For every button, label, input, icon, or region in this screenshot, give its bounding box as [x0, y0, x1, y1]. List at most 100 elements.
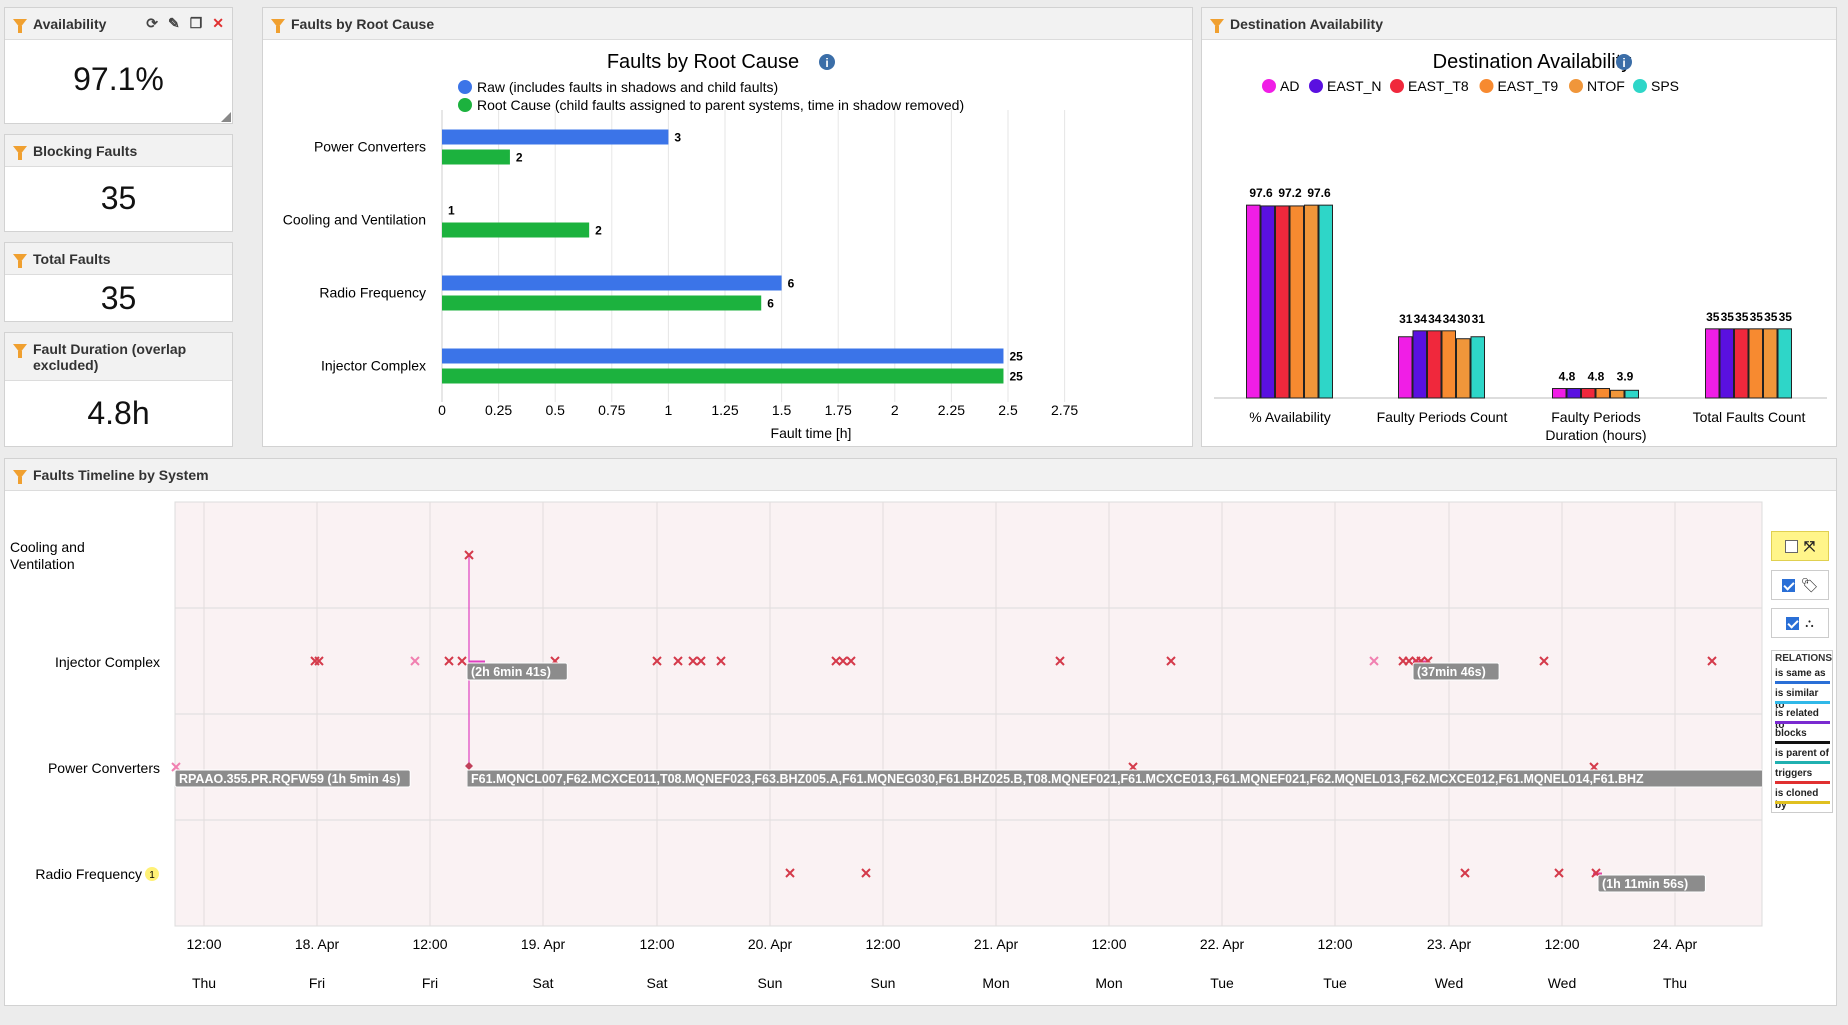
bar[interactable]: [1624, 389, 1639, 399]
relation-item[interactable]: is cloned by: [1775, 788, 1830, 811]
copy-icon[interactable]: ❐: [189, 15, 203, 31]
category-label: Radio Frequency: [319, 285, 426, 301]
legend-label[interactable]: EAST_N: [1327, 78, 1381, 94]
bar[interactable]: [442, 348, 1004, 364]
bar-value-label: 25: [1009, 370, 1023, 384]
bar-value-label: 35: [1750, 310, 1764, 324]
relation-item[interactable]: is related to: [1775, 708, 1830, 731]
info-icon-glyph: i: [825, 56, 828, 70]
bar[interactable]: [1719, 328, 1734, 399]
bar[interactable]: [442, 275, 782, 291]
bar-value-label: 31: [1472, 312, 1486, 326]
legend-marker: [458, 80, 472, 94]
category-label: Cooling and Ventilation: [283, 212, 426, 228]
bar-value-label: 3: [674, 131, 681, 145]
legend-marker: [1479, 79, 1494, 93]
bar-value-label: 34: [1428, 312, 1442, 326]
bar[interactable]: [1318, 204, 1333, 399]
bar[interactable]: [1734, 328, 1749, 399]
pencil-icon[interactable]: ✎: [167, 15, 180, 31]
faults-timeline-panel: Faults Timeline by System: [4, 458, 1837, 1006]
bar-value-label: 4.8: [1588, 370, 1605, 384]
bar[interactable]: [1412, 330, 1427, 399]
bar[interactable]: [442, 368, 1004, 384]
filter-icon[interactable]: [13, 344, 27, 358]
bar[interactable]: [1566, 388, 1581, 399]
expand-icon: ⤧: [1803, 537, 1816, 554]
fit-toggle-button[interactable]: ⤧: [1771, 531, 1829, 561]
legend-label[interactable]: AD: [1280, 78, 1299, 94]
bar[interactable]: [1456, 338, 1471, 399]
bar-value-label: 31: [1399, 312, 1413, 326]
relation-item[interactable]: is same as: [1775, 668, 1830, 688]
chart-title: Destination Availability: [1433, 51, 1632, 73]
hierarchy-checkbox[interactable]: [1786, 616, 1800, 630]
bar-value-label: 3.9: [1617, 370, 1634, 384]
availability-header: Availability ⟳ ✎ ❐ ✕: [5, 8, 232, 40]
legend-marker: [1569, 79, 1583, 93]
total-faults-header: Total Faults: [5, 243, 232, 275]
bar[interactable]: [442, 295, 762, 311]
legend-label[interactable]: NTOF: [1587, 78, 1625, 94]
blocking-faults-header: Blocking Faults: [5, 135, 232, 167]
filter-icon[interactable]: [13, 254, 27, 268]
filter-icon[interactable]: [13, 146, 27, 160]
faults-root-cause-header: Faults by Root Cause: [263, 8, 1192, 40]
bar[interactable]: [1260, 205, 1275, 399]
x-tick-label: 0.75: [598, 402, 625, 418]
faults-timeline-header-title: Faults Timeline by System: [33, 466, 209, 483]
legend-label[interactable]: EAST_T8: [1408, 78, 1469, 94]
bar[interactable]: [1304, 204, 1319, 399]
relation-item[interactable]: blocks: [1775, 728, 1830, 748]
faults-timeline-header: Faults Timeline by System: [5, 459, 1836, 491]
bar[interactable]: [1763, 328, 1778, 399]
relation-label: is same as: [1775, 668, 1826, 679]
bar[interactable]: [1398, 336, 1413, 399]
bar[interactable]: [1705, 328, 1720, 399]
total-faults-panel: Total Faults 35: [4, 242, 233, 322]
filter-icon[interactable]: [271, 19, 285, 33]
legend-label[interactable]: EAST_T9: [1498, 78, 1559, 94]
hierarchy-toggle-button[interactable]: ⛬: [1771, 608, 1829, 638]
bar[interactable]: [1748, 328, 1763, 399]
close-icon[interactable]: ✕: [212, 15, 224, 31]
category-label: Total Faults Count: [1693, 409, 1806, 425]
filter-icon[interactable]: [13, 470, 27, 484]
bar[interactable]: [1289, 205, 1304, 399]
bar[interactable]: [1552, 388, 1567, 399]
relation-item[interactable]: triggers: [1775, 768, 1830, 788]
bar[interactable]: [1470, 336, 1485, 399]
legend-label[interactable]: Root Cause (child faults assigned to par…: [477, 97, 964, 113]
destination-availability-header-title: Destination Availability: [1230, 15, 1383, 32]
bar[interactable]: [1427, 330, 1442, 399]
bar[interactable]: [1246, 204, 1261, 399]
fit-checkbox[interactable]: [1784, 539, 1798, 553]
bar[interactable]: [1595, 388, 1610, 399]
legend-label[interactable]: SPS: [1651, 78, 1679, 94]
resize-handle-icon[interactable]: [221, 112, 231, 122]
refresh-icon[interactable]: ⟳: [146, 15, 158, 31]
bar[interactable]: [1441, 330, 1456, 399]
bar[interactable]: [442, 129, 669, 145]
legend-label[interactable]: Raw (includes faults in shadows and chil…: [477, 79, 778, 95]
bar[interactable]: [1610, 389, 1625, 399]
category-label: Power Converters: [314, 139, 426, 155]
category-label: Injector Complex: [321, 358, 426, 374]
category-label: Faulty Periods: [1551, 409, 1640, 425]
relation-item[interactable]: is parent of: [1775, 748, 1830, 768]
relation-item[interactable]: is similar to: [1775, 688, 1830, 711]
filter-icon[interactable]: [13, 19, 27, 33]
relations-legend: RELATIONS is same as is similar to is rela…: [1771, 650, 1833, 813]
filter-icon[interactable]: [1210, 19, 1224, 33]
bar[interactable]: [1581, 388, 1596, 399]
bar-value-label: 30: [1457, 312, 1471, 326]
hierarchy-icon: ⛬: [1805, 615, 1814, 630]
bar[interactable]: [442, 149, 510, 165]
bar[interactable]: [1275, 205, 1290, 399]
tags-checkbox[interactable]: [1781, 578, 1795, 592]
bar[interactable]: [442, 222, 590, 238]
bar[interactable]: [1777, 328, 1792, 399]
category-label: Duration (hours): [1545, 427, 1646, 443]
tags-toggle-button[interactable]: 🏷: [1771, 570, 1829, 600]
bar-value-label: 25: [1009, 350, 1023, 364]
